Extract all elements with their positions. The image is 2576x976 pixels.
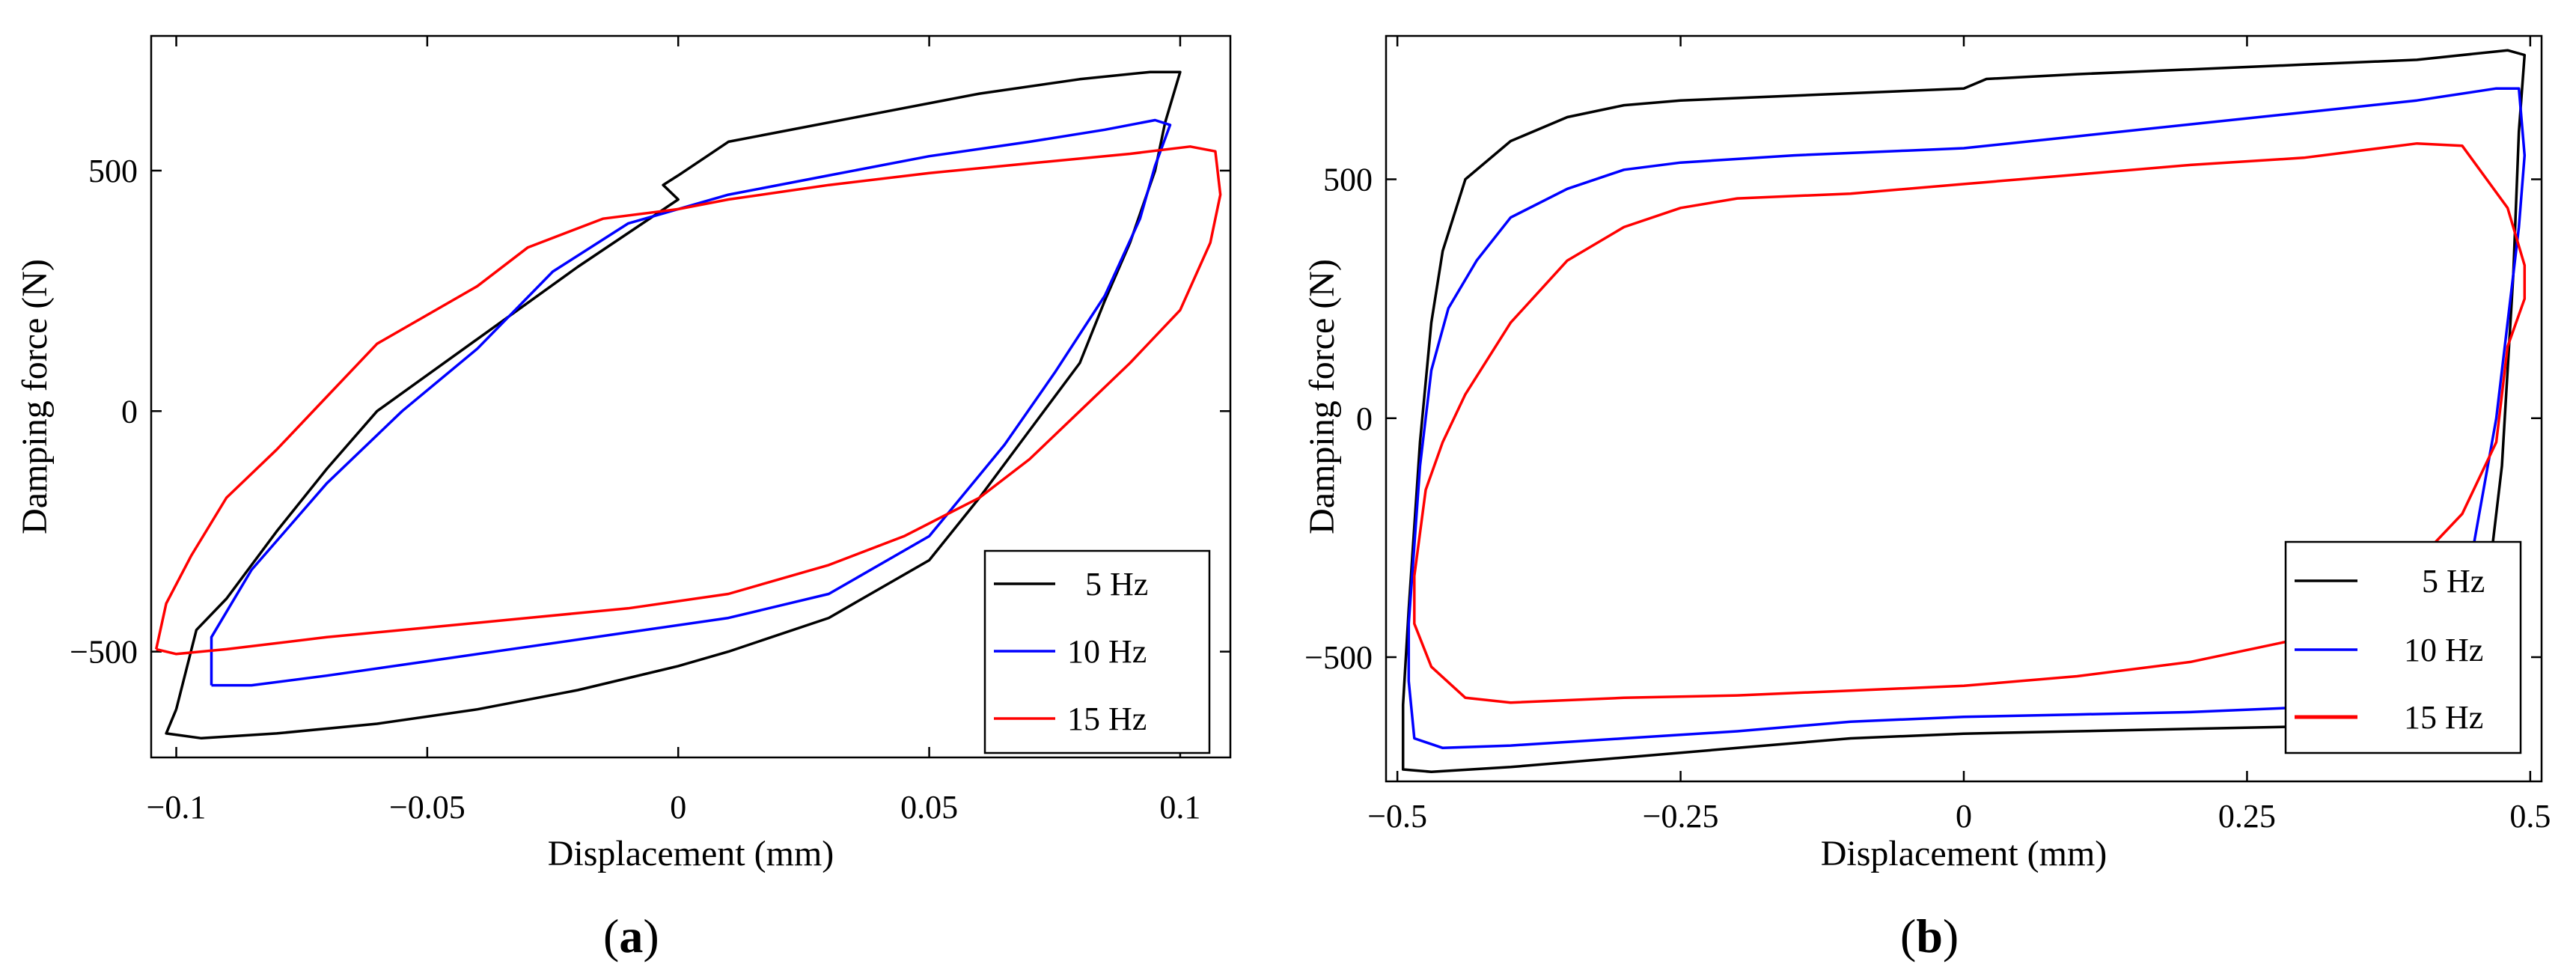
panel-label-b-close: ) <box>1943 909 1959 963</box>
y-tick-labels-b: −500 0 500 <box>1304 162 1373 676</box>
y-axis-title-b: Damping force (N) <box>1302 259 1342 534</box>
x-tick-label: 0.1 <box>1159 789 1200 826</box>
panel-label-a-close: ) <box>643 909 659 963</box>
legend-label-10hz: 10 Hz <box>2404 632 2483 668</box>
series-line-10hz <box>210 118 1172 687</box>
x-tick-label: −0.05 <box>389 789 466 826</box>
panel-label-b: (b) <box>1900 909 1959 963</box>
x-tick-label: −0.1 <box>147 789 207 826</box>
y-tick-labels-a: −500 0 500 <box>70 153 138 671</box>
panel-a: −0.1 −0.05 0 0.05 0.1 −500 0 500 Displac… <box>15 34 1232 963</box>
y-axis-title-a: Damping force (N) <box>15 259 55 534</box>
series-lines-a <box>154 70 1222 740</box>
panel-b: −0.5 −0.25 0 0.25 0.5 −500 0 500 Displac… <box>1302 34 2551 963</box>
y-tick-label: 500 <box>1323 162 1373 198</box>
y-tick-label: −500 <box>1304 639 1373 676</box>
x-tick-label: 0.25 <box>2218 798 2276 835</box>
y-tick-label: −500 <box>70 634 138 671</box>
y-tick-label: 500 <box>88 153 138 189</box>
x-tick-label: 0.05 <box>900 789 958 826</box>
y-tick-label: 0 <box>1356 400 1373 437</box>
legend-b: 5 Hz 10 Hz 15 Hz <box>2284 540 2522 754</box>
x-axis-title-a: Displacement (mm) <box>548 834 834 873</box>
series-line-5hz <box>1401 49 2527 773</box>
panel-label-a-open: ( <box>603 909 619 963</box>
panel-label-a: (a) <box>603 909 659 963</box>
legend-box-b <box>2284 540 2522 754</box>
x-tick-label: −0.25 <box>1643 798 1719 835</box>
legend-label-5hz: 5 Hz <box>2422 563 2485 600</box>
panel-label-a-letter: a <box>619 909 643 963</box>
legend-label-15hz: 15 Hz <box>2404 699 2483 736</box>
x-tick-labels-a: −0.1 −0.05 0 0.05 0.1 <box>147 789 1201 826</box>
x-axis-title-b: Displacement (mm) <box>1821 834 2108 873</box>
x-tick-label: 0.5 <box>2509 798 2551 835</box>
x-tick-labels-b: −0.5 −0.25 0 0.25 0.5 <box>1367 798 2551 835</box>
x-tick-label: 0 <box>1956 798 1972 835</box>
series-line-15hz <box>1413 141 2527 704</box>
series-line-15hz <box>154 145 1222 656</box>
legend-label-10hz: 10 Hz <box>1067 633 1147 670</box>
x-tick-label: 0 <box>670 789 686 826</box>
series-line-5hz <box>165 70 1182 740</box>
plot-frame-a <box>150 34 1232 759</box>
legend-label-5hz: 5 Hz <box>1085 566 1148 603</box>
series-lines-b <box>1401 49 2527 773</box>
x-tick-label: −0.5 <box>1367 798 1427 835</box>
y-tick-label: 0 <box>121 393 138 430</box>
panel-label-b-letter: b <box>1916 909 1943 963</box>
panel-label-b-open: ( <box>1900 909 1916 963</box>
axis-ticks-b <box>1386 36 2542 781</box>
legend-a: 5 Hz 10 Hz 15 Hz <box>983 549 1211 754</box>
legend-label-15hz: 15 Hz <box>1067 701 1147 737</box>
series-line-10hz <box>1407 87 2527 750</box>
